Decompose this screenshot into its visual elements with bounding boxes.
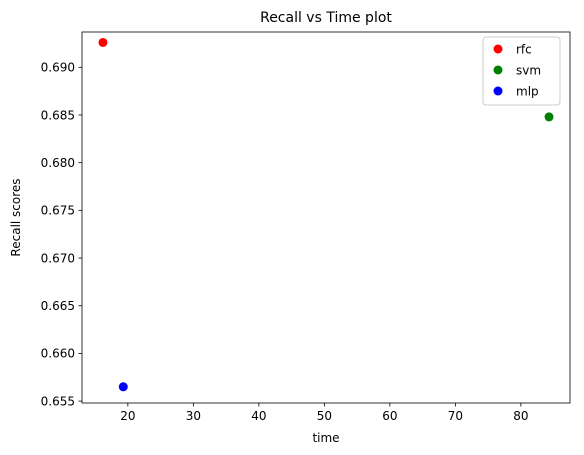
x-tick-label: 60	[382, 409, 397, 423]
x-axis-ticks: 20 30 40 50 60 70 80	[120, 403, 529, 423]
plot-frame	[81, 31, 571, 404]
y-axis-ticks: 0.655 0.660 0.665 0.670 0.675 0.680 0.685 0.690	[41, 61, 82, 408]
y-tick-label: 0.680	[41, 156, 75, 170]
y-tick-label: 0.675	[41, 204, 75, 218]
y-tick-label: 0.665	[41, 299, 75, 313]
x-tick-label: 40	[251, 409, 266, 423]
y-tick-label: 0.690	[41, 61, 75, 75]
point-rfc	[98, 37, 108, 47]
y-tick-label: 0.660	[41, 347, 75, 361]
x-tick-label: 30	[186, 409, 201, 423]
legend-frame	[482, 36, 561, 106]
x-tick-label: 80	[513, 409, 528, 423]
legend-label-svm: svm	[516, 63, 541, 77]
points-layer	[98, 37, 554, 392]
point-mlp	[118, 382, 128, 392]
y-tick-label: 0.655	[41, 394, 75, 408]
legend-label-rfc: rfc	[516, 42, 532, 56]
chart-title: Recall vs Time plot	[260, 10, 392, 26]
y-tick-label: 0.685	[41, 108, 75, 122]
y-axis-label: Recall scores	[9, 178, 23, 256]
legend-label-mlp: mlp	[516, 84, 539, 98]
legend-marker-svm	[493, 65, 503, 75]
x-axis-label: time	[312, 431, 339, 445]
legend-marker-rfc	[493, 44, 503, 54]
x-tick-label: 20	[120, 409, 135, 423]
point-svm	[544, 112, 554, 122]
x-tick-label: 70	[448, 409, 463, 423]
x-tick-label: 50	[317, 409, 332, 423]
legend-marker-mlp	[493, 86, 503, 96]
y-tick-label: 0.670	[41, 251, 75, 265]
legend: rfc svm mlp	[482, 36, 561, 106]
